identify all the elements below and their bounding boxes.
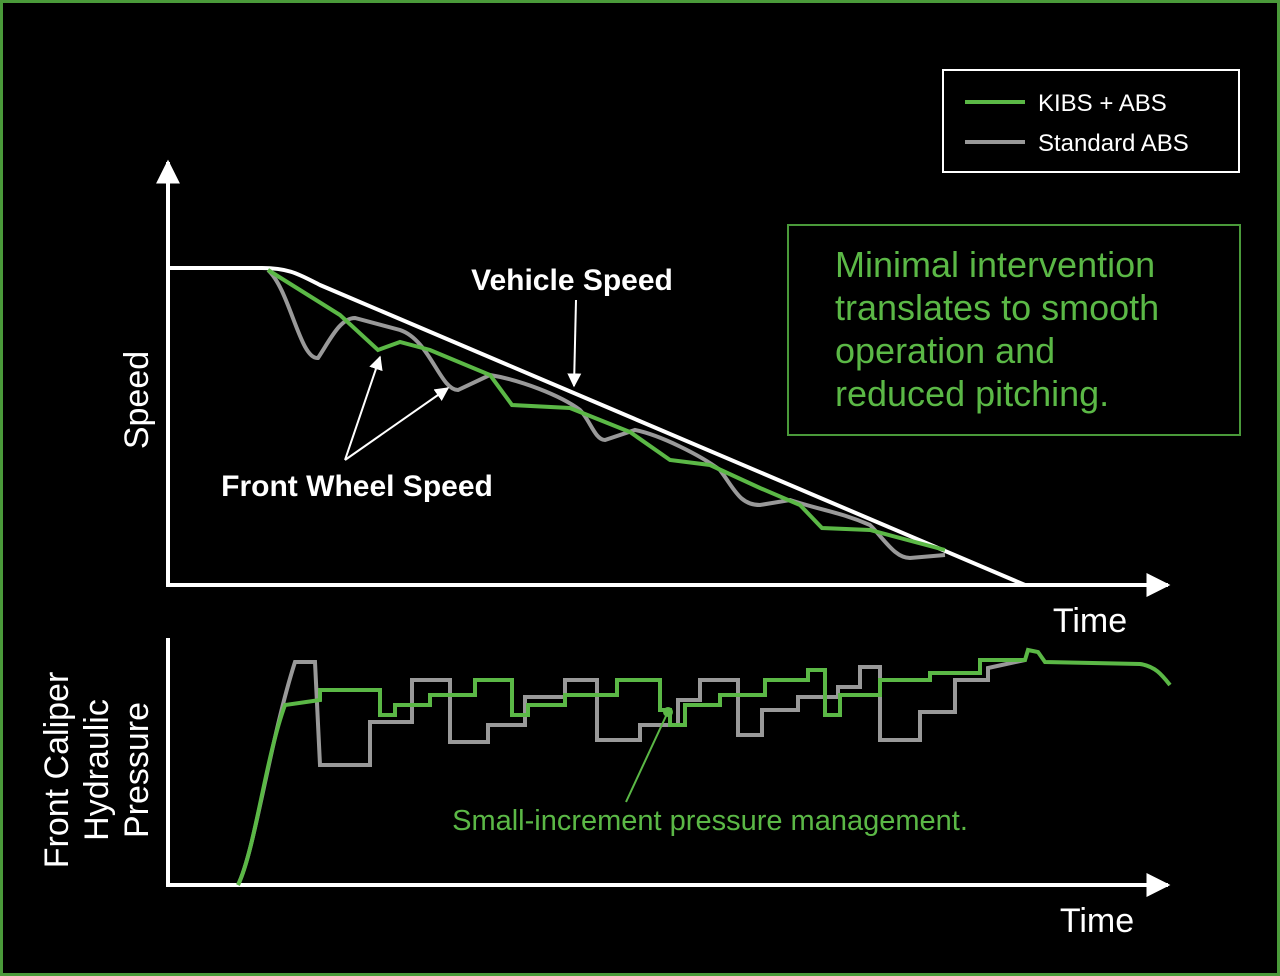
x-axis-label: Time xyxy=(1060,902,1134,940)
annotation-arrow xyxy=(344,355,383,461)
callout-line: reduced pitching. xyxy=(835,373,1109,414)
x-axis-label: Time xyxy=(1053,602,1127,640)
y-axis-label: Pressure xyxy=(118,702,156,838)
callout-box xyxy=(787,224,1241,436)
standard-abs-speed xyxy=(266,268,946,561)
legend-label: KIBS + ABS xyxy=(1038,90,1167,117)
annotation: Front Wheel Speed xyxy=(221,470,493,503)
annotation: Vehicle Speed xyxy=(471,264,673,297)
y-axis-label: Speed xyxy=(118,351,156,449)
callout-line: translates to smooth xyxy=(835,287,1159,328)
annotation-arrow xyxy=(567,299,582,388)
annotation: Small-increment pressure management. xyxy=(452,805,968,837)
y-axis-label: Hydraulic xyxy=(78,699,116,841)
y-axis-label: Front Caliper xyxy=(38,672,76,869)
callout-line: Minimal intervention xyxy=(835,244,1155,285)
callout-line: operation and xyxy=(835,330,1055,371)
legend-label: Standard ABS xyxy=(1038,130,1189,157)
legend-box xyxy=(942,69,1240,173)
vehicle-speed-curve xyxy=(168,266,1026,587)
pointer-dot xyxy=(663,707,673,717)
kibs-abs-pressure xyxy=(236,647,1172,886)
kibs-abs-speed xyxy=(266,268,946,552)
annotation-arrow xyxy=(344,387,450,461)
pointer-line xyxy=(625,715,667,803)
